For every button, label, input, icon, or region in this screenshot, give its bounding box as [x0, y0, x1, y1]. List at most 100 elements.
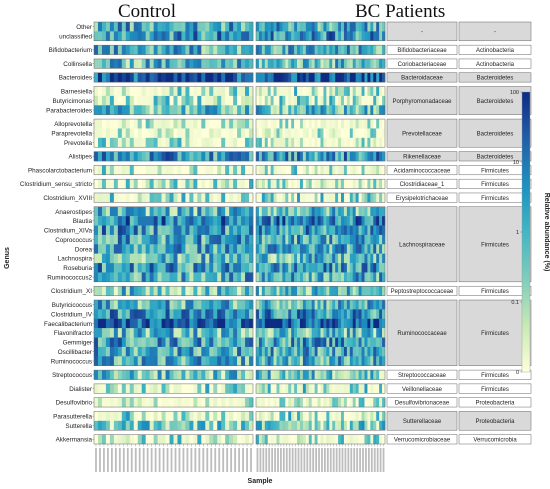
heatmap-cell: [370, 234, 374, 245]
heatmap-cell: [213, 420, 218, 431]
heatmap-cell: [117, 337, 123, 348]
phylum-strip: [458, 383, 532, 394]
heatmap-cell: [133, 318, 139, 329]
heatmap-cell: [288, 72, 292, 83]
heatmap-cell: [352, 225, 356, 236]
heatmap-cell: [341, 263, 345, 273]
heatmap-cell: [141, 411, 146, 422]
heatmap-cell: [270, 105, 274, 115]
phylum-strip: [458, 21, 532, 42]
heatmap-cell: [285, 206, 289, 217]
heatmap-cell: [129, 225, 135, 236]
heatmap-cell: [157, 31, 162, 41]
heatmap-cell: [273, 318, 277, 329]
heatmap-cell: [177, 105, 182, 115]
heatmap-cell: [161, 119, 166, 129]
heatmap-cell: [297, 165, 301, 175]
heatmap-cell: [129, 346, 135, 357]
heatmap-cell: [314, 300, 318, 310]
heatmap-cell: [137, 328, 142, 338]
heatmap-cell: [117, 31, 123, 41]
phylum-label: Firmicutes: [481, 289, 509, 295]
heatmap-cell: [338, 31, 342, 41]
heatmap-cell: [352, 119, 356, 129]
heatmap-cell: [264, 337, 269, 348]
heatmap-cell: [335, 72, 339, 83]
heatmap-cell: [249, 337, 254, 348]
heatmap-cell: [225, 263, 230, 273]
heatmap-cell: [161, 22, 166, 32]
heatmap-cell: [261, 58, 266, 69]
heatmap-cell: [346, 286, 351, 296]
heatmap-cell: [105, 370, 111, 380]
heatmap-cell: [335, 151, 339, 162]
heatmap-cell: [297, 234, 301, 245]
heatmap-cell: [382, 165, 386, 175]
heatmap-cell: [302, 179, 307, 189]
heatmap-cell: [299, 225, 304, 236]
heatmap-cell: [285, 119, 289, 129]
heatmap-cell: [332, 179, 336, 189]
heatmap-cell: [113, 253, 119, 264]
phylum-strip: [458, 434, 532, 445]
heatmap-cell: [370, 216, 374, 226]
heatmap-cell: [149, 411, 154, 422]
heatmap-cell: [217, 58, 222, 69]
heatmap-cell: [288, 225, 292, 236]
heatmap-cell: [311, 286, 315, 296]
heatmap-cell: [117, 105, 123, 115]
heatmap-cell: [256, 434, 260, 445]
heatmap-cell: [294, 346, 298, 357]
heatmap-cell: [94, 328, 99, 338]
heatmap-cell: [245, 346, 250, 357]
heatmap-cell: [217, 31, 222, 41]
phylum-label: Firmicutes: [481, 387, 509, 393]
heatmap-cell: [361, 206, 365, 217]
heatmap-cell: [294, 31, 298, 41]
heatmap-cell: [364, 397, 368, 408]
heatmap-cell: [291, 45, 295, 55]
heatmap-cell: [335, 192, 339, 203]
heatmap-cell: [285, 337, 289, 348]
heatmap-cell: [314, 383, 318, 394]
heatmap-cell: [225, 253, 230, 264]
heatmap-cell: [185, 95, 190, 106]
heatmap-cell: [217, 328, 222, 338]
heatmap-cell: [288, 356, 292, 366]
heatmap-cell: [249, 72, 254, 83]
heatmap-cell: [113, 420, 119, 431]
heatmap-cell: [157, 105, 162, 115]
heatmap-cell: [256, 263, 260, 273]
heatmap-cell: [209, 397, 214, 408]
heatmap-cell: [121, 105, 127, 115]
heatmap-cell: [249, 370, 254, 380]
heatmap-cell: [241, 420, 246, 431]
heatmap-cell: [349, 309, 354, 319]
heatmap-cell: [189, 337, 194, 348]
genus-label: Ruminococcus: [51, 358, 92, 365]
heatmap-cell: [305, 105, 310, 115]
heatmap-cell: [264, 165, 269, 175]
heatmap-cell: [261, 370, 266, 380]
heatmap-cell: [117, 370, 123, 380]
heatmap-cell: [288, 105, 292, 115]
heatmap-cell: [241, 31, 246, 41]
heatmap-cell: [335, 22, 339, 32]
heatmap-cell: [311, 244, 315, 254]
heatmap-cell: [197, 346, 202, 357]
heatmap-cell: [302, 137, 307, 148]
heatmap-cell: [299, 58, 304, 69]
heatmap-cell: [361, 119, 365, 129]
heatmap-cell: [264, 434, 269, 445]
heatmap-cell: [282, 244, 286, 254]
heatmap-cell: [288, 300, 292, 310]
heatmap-cell: [197, 356, 202, 366]
heatmap-cell: [193, 137, 198, 148]
heatmap-cell: [343, 234, 348, 245]
heatmap-cell: [279, 58, 283, 69]
heatmap-cell: [285, 253, 289, 264]
heatmap-cell: [276, 128, 280, 139]
heatmap-cell: [145, 72, 150, 83]
heatmap-cell: [270, 225, 274, 236]
heatmap-cell: [97, 137, 103, 148]
